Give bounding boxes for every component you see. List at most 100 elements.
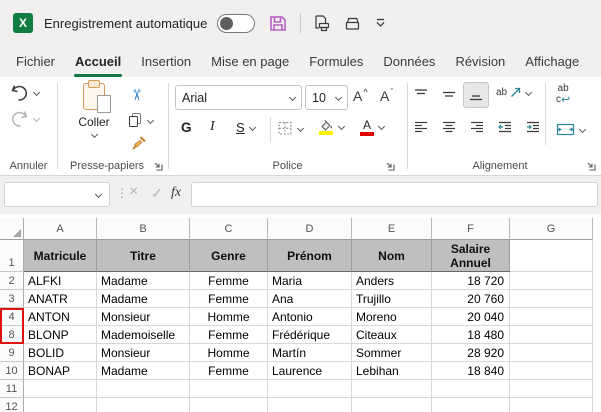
confirm-entry-icon[interactable]: ✓ (151, 185, 163, 201)
open-icon[interactable] (343, 15, 362, 32)
row-header[interactable]: 9 (0, 344, 24, 362)
cell-salaire[interactable]: 18 840 (432, 362, 510, 380)
alignment-dialog-launcher-icon[interactable] (586, 159, 598, 171)
row-header[interactable]: 1 (0, 240, 24, 272)
row-header[interactable]: 10 (0, 362, 24, 380)
header-cell-prenom[interactable]: Prénom (268, 240, 352, 272)
font-color-button[interactable]: A (360, 118, 386, 136)
cell-titre[interactable]: Madame (97, 362, 190, 380)
cell-g[interactable] (510, 344, 593, 362)
align-left-button[interactable] (413, 121, 429, 139)
cell-genre[interactable]: Femme (190, 362, 268, 380)
cut-button[interactable]: ✂ (127, 88, 145, 102)
cell-genre[interactable] (190, 398, 268, 412)
row-header[interactable]: 8 (0, 326, 24, 344)
cell-g[interactable] (510, 308, 593, 326)
column-header-c[interactable]: C (190, 218, 268, 240)
column-header-f[interactable]: F (432, 218, 510, 240)
align-middle-button[interactable] (441, 88, 457, 106)
cell-prenom[interactable] (268, 380, 352, 398)
cell-matricule[interactable]: BLONP (24, 326, 97, 344)
cell-nom[interactable]: Sommer (352, 344, 432, 362)
cell-salaire[interactable]: 28 920 (432, 344, 510, 362)
wrap-text-button[interactable]: ab c ↩ (556, 83, 571, 106)
cell-matricule[interactable]: BOLID (24, 344, 97, 362)
align-center-button[interactable] (441, 121, 457, 139)
name-box[interactable] (4, 182, 110, 207)
grow-font-button[interactable]: A ^ (353, 87, 368, 105)
paste-button[interactable]: Coller (66, 83, 122, 139)
cancel-entry-icon[interactable]: × (129, 183, 139, 200)
row-header[interactable]: 4 (0, 308, 24, 326)
column-header-g[interactable]: G (510, 218, 593, 240)
cell-salaire[interactable]: 20 040 (432, 308, 510, 326)
tab-revision[interactable]: Révision (455, 54, 506, 69)
cell-genre[interactable]: Homme (190, 344, 268, 362)
align-top-button[interactable] (413, 88, 429, 106)
header-cell-titre[interactable]: Titre (97, 240, 190, 272)
bold-button[interactable]: G (181, 120, 192, 135)
cell-genre[interactable] (190, 380, 268, 398)
align-bottom-button[interactable] (463, 82, 489, 108)
tab-formules[interactable]: Formules (309, 54, 364, 69)
quick-print-icon[interactable] (312, 14, 331, 32)
cell-prenom[interactable]: Ana (268, 290, 352, 308)
underline-button[interactable]: S (236, 120, 256, 135)
cell-prenom[interactable]: Martín (268, 344, 352, 362)
column-header-b[interactable]: B (97, 218, 190, 240)
cell-nom[interactable]: Anders (352, 272, 432, 290)
redo-button[interactable] (10, 110, 41, 127)
cell-titre[interactable]: Mademoiselle (97, 326, 190, 344)
clipboard-dialog-launcher-icon[interactable] (153, 159, 165, 171)
cell-matricule[interactable]: ANTON (24, 308, 97, 326)
row-header[interactable]: 2 (0, 272, 24, 290)
tab-donnees[interactable]: Données (383, 54, 436, 69)
row-header[interactable]: 11 (0, 380, 24, 398)
font-size-select[interactable]: 10 (305, 85, 348, 110)
font-name-select[interactable]: Arial (175, 85, 302, 110)
select-all-button[interactable] (0, 218, 24, 240)
cell-matricule[interactable]: BONAP (24, 362, 97, 380)
format-painter-button[interactable] (130, 135, 147, 156)
decrease-indent-button[interactable] (497, 121, 513, 139)
tab-fichier[interactable]: Fichier (16, 54, 56, 69)
cell-titre[interactable]: Madame (97, 272, 190, 290)
autosave-toggle[interactable] (217, 13, 256, 33)
orientation-button[interactable]: ab (496, 87, 533, 98)
cell-nom[interactable] (352, 380, 432, 398)
cell-g[interactable] (510, 326, 593, 344)
fill-color-button[interactable] (318, 119, 346, 135)
formula-input[interactable] (191, 182, 598, 207)
insert-function-icon[interactable]: fx (171, 185, 182, 200)
cell-g[interactable] (510, 272, 593, 290)
header-cell-genre[interactable]: Genre (190, 240, 268, 272)
cell-nom[interactable]: Lebihan (352, 362, 432, 380)
cell-matricule[interactable] (24, 398, 97, 412)
cell-prenom[interactable]: Antonio (268, 308, 352, 326)
cell-genre[interactable]: Femme (190, 326, 268, 344)
cell-g[interactable] (510, 362, 593, 380)
borders-button[interactable] (277, 120, 305, 136)
cell-titre[interactable] (97, 398, 190, 412)
cell-titre[interactable]: Monsieur (97, 344, 190, 362)
cell-nom[interactable] (352, 398, 432, 412)
cell-salaire[interactable] (432, 380, 510, 398)
tab-accueil[interactable]: Accueil (65, 49, 131, 77)
cell-genre[interactable]: Femme (190, 290, 268, 308)
column-header-d[interactable]: D (268, 218, 352, 240)
cell-g[interactable] (510, 380, 593, 398)
tab-affichage[interactable]: Affichage (525, 54, 580, 69)
tab-insertion[interactable]: Insertion (141, 54, 192, 69)
cell-salaire[interactable] (432, 398, 510, 412)
tab-mise-en-page[interactable]: Mise en page (211, 54, 290, 69)
customize-toolbar-chevron-icon[interactable] (374, 18, 387, 29)
cell-g[interactable] (510, 290, 593, 308)
cell-matricule[interactable]: ALFKI (24, 272, 97, 290)
merge-center-button[interactable] (556, 123, 587, 136)
cell-nom[interactable]: Trujillo (352, 290, 432, 308)
cell-prenom[interactable]: Laurence (268, 362, 352, 380)
copy-button[interactable] (127, 112, 155, 128)
cell-g[interactable] (510, 240, 593, 272)
cell-titre[interactable]: Madame (97, 290, 190, 308)
